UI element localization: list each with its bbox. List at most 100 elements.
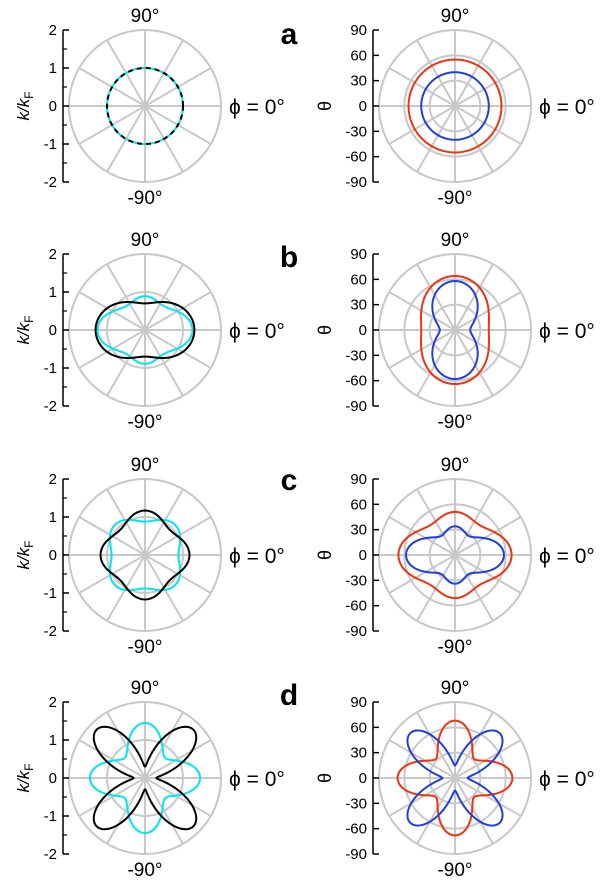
angle-label-bottom: -90° [127,637,162,658]
series-curve-theta_inner [420,71,490,141]
radial-axis-tick-label: 0 [49,547,57,564]
theta-axis-title: θ [315,325,335,335]
radial-axis-tick-label: -90 [345,174,367,191]
polar-plot-c-k: 2 1 0 -1 -2 k/kF 90° -90° ϕ = 0° [14,455,285,658]
radial-axis-tick-label: 0 [49,322,57,339]
angle-label-top: 90° [441,455,470,476]
radial-axis-tick-label: 1 [49,732,57,749]
angle-label-top: 90° [441,678,470,699]
radial-axis-tick-label: 60 [350,47,367,64]
radial-axis-tick-label: -2 [44,623,57,640]
k-axis-title-main: k/k [14,546,33,569]
series-curve-k_secondary [108,518,182,592]
angle-label-bottom: -90° [437,637,472,658]
series-curve-k_secondary [88,721,202,835]
polar-plot-d-theta: 90 60 30 0 -30 -60 -90 θ 90° -90° ϕ = 0° [315,678,595,881]
radial-axis-tick-label: -90 [345,398,367,415]
radial-axis-tick-label: 1 [49,284,57,301]
radial-axis-tick-label: -2 [44,846,57,863]
angle-label-top: 90° [441,6,470,27]
radial-axis-tick-label: 2 [49,471,57,488]
angle-label-phi-zero: ϕ = 0° [229,768,285,791]
series-curve-theta_outer [396,719,514,837]
radial-axis-tick-label: 0 [49,770,57,787]
radial-axis-tick-label: 90 [350,246,367,263]
angle-label-phi-zero: ϕ = 0° [539,320,595,343]
panel-label-d: d [280,679,298,712]
polar-plot-b-k: 2 1 0 -1 -2 k/kF 90° -90° ϕ = 0° [14,230,285,433]
radial-axis-tick-label: 30 [350,745,367,762]
angle-label-phi-zero: ϕ = 0° [229,545,285,568]
angle-label-top: 90° [441,230,470,251]
radial-axis-tick-label: 30 [350,73,367,90]
k-axis-title-subscript: F [22,540,36,547]
radial-axis-tick-label: -1 [44,136,57,153]
series-curve-theta_inner [431,280,479,380]
radial-axis-tick-label: -30 [345,123,367,140]
angle-label-bottom: -90° [437,860,472,881]
radial-axis-tick-label: 2 [49,694,57,711]
theta-axis-title: θ [315,550,335,560]
series-curve-theta_outer [407,58,503,154]
radial-axis-tick-label: 90 [350,694,367,711]
grid-spoke [388,291,522,369]
radial-axis-tick-label: -90 [345,623,367,640]
angle-label-bottom: -90° [437,188,472,209]
angle-label-phi-zero: ϕ = 0° [539,768,595,791]
radial-axis-tick-label: -60 [345,373,367,390]
angle-label-top: 90° [131,230,160,251]
radial-axis-tick-label: 30 [350,522,367,539]
grid-spoke [78,291,212,369]
grid-spoke [78,516,212,594]
k-axis-title: k/kF [14,763,36,792]
radial-axis-tick-label: 0 [359,770,367,787]
radial-axis-tick-label: -60 [345,821,367,838]
series-curve-theta_outer [420,274,490,386]
angle-label-bottom: -90° [127,188,162,209]
panel-label-b: b [280,241,298,274]
k-axis-title-main: k/k [14,97,33,120]
k-axis-title: k/kF [14,91,36,120]
k-axis-title-main: k/k [14,769,33,792]
k-axis-title-main: k/k [14,321,33,344]
angle-label-phi-zero: ϕ = 0° [229,320,285,343]
radial-axis-tick-label: 1 [49,60,57,77]
angle-label-bottom: -90° [127,412,162,433]
series-curve-k_secondary [96,295,194,365]
radial-axis-tick-label: 90 [350,22,367,39]
grid-spoke [78,67,212,145]
panel-label-a: a [281,18,298,51]
radial-axis-tick-label: -90 [345,846,367,863]
radial-axis-tick-label: -60 [345,598,367,615]
radial-axis-tick-label: 0 [359,98,367,115]
k-axis-title-subscript: F [22,91,36,98]
panel-label-c: c [281,464,298,497]
series-curve-k_primary [92,725,198,831]
polar-plot-a-k: 2 1 0 -1 -2 k/kF 90° -90° ϕ = 0° [14,6,285,209]
radial-axis-tick-label: -2 [44,398,57,415]
radial-axis-tick-label: 1 [49,509,57,526]
angle-label-phi-zero: ϕ = 0° [229,96,285,119]
radial-axis-tick-label: 2 [49,22,57,39]
radial-axis-tick-label: -2 [44,174,57,191]
angle-label-phi-zero: ϕ = 0° [539,96,595,119]
angle-label-bottom: -90° [127,860,162,881]
radial-axis-tick-label: -30 [345,572,367,589]
radial-axis-tick-label: 0 [359,322,367,339]
theta-axis-title: θ [315,773,335,783]
radial-axis-tick-label: 0 [359,547,367,564]
radial-axis-tick-label: 90 [350,471,367,488]
series-curve-k_primary [105,66,185,146]
radial-axis-tick-label: -30 [345,795,367,812]
k-axis-title-subscript: F [22,315,36,322]
theta-axis-title: θ [315,101,335,111]
radial-axis-tick-label: 60 [350,719,367,736]
polar-plot-c-theta: 90 60 30 0 -30 -60 -90 θ 90° -90° ϕ = 0° [315,455,595,658]
angle-label-phi-zero: ϕ = 0° [539,545,595,568]
angle-label-top: 90° [131,678,160,699]
grid-spoke [388,67,522,145]
radial-axis-tick-label: -30 [345,347,367,364]
series-curve-theta_inner [405,525,505,585]
series-curve-k_primary [94,301,196,359]
